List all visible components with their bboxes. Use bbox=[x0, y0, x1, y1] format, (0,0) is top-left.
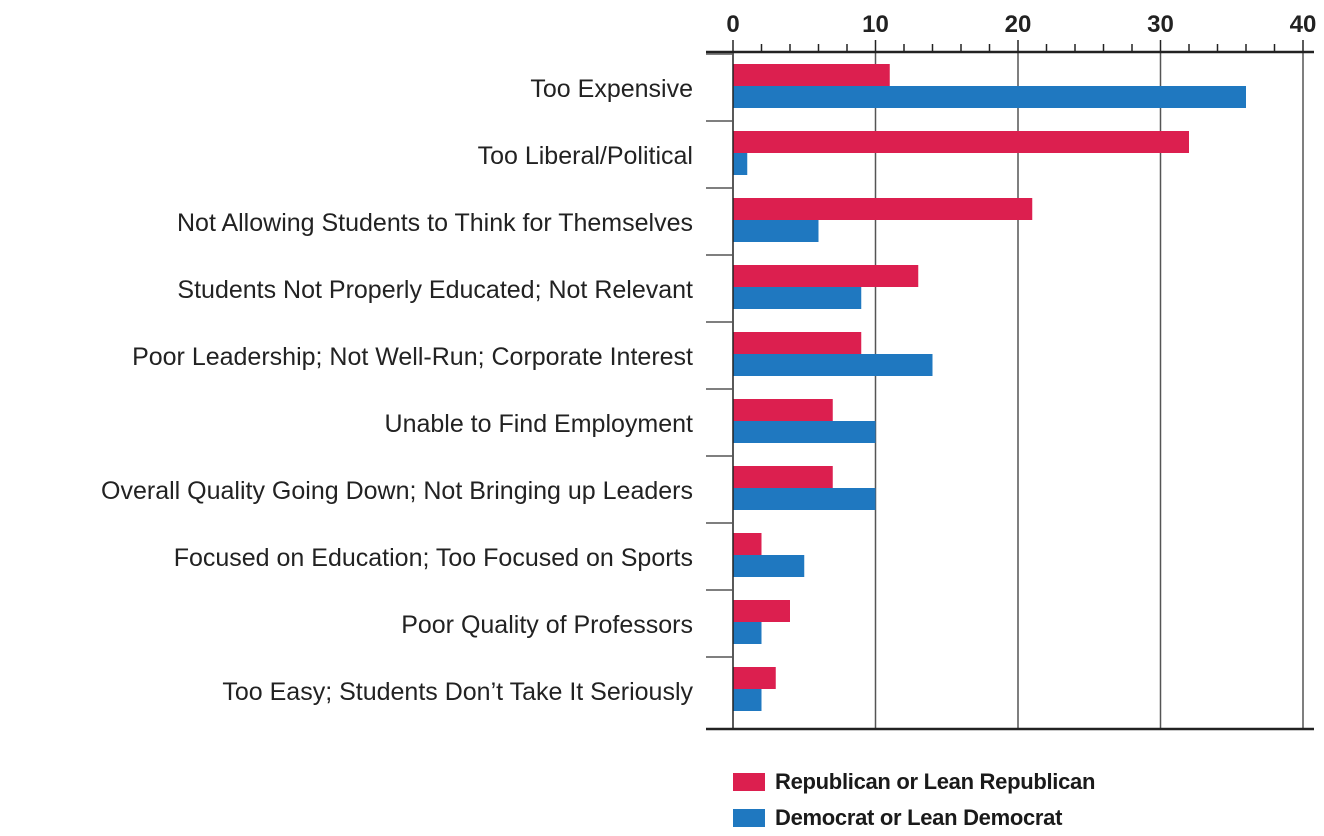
bar bbox=[733, 533, 762, 555]
category-labels: Too Expensive Too Liberal/Political Not Al… bbox=[101, 75, 693, 706]
category-label: Not Allowing Students to Think for Thems… bbox=[177, 209, 693, 237]
x-tick-label: 40 bbox=[1290, 11, 1317, 38]
bar bbox=[733, 354, 933, 376]
bar bbox=[733, 64, 890, 86]
category-label: Focused on Education; Too Focused on Spo… bbox=[174, 544, 693, 572]
legend-item-democrat: Democrat or Lean Democrat bbox=[733, 800, 1095, 836]
legend-label-democrat: Democrat or Lean Democrat bbox=[775, 805, 1063, 830]
bar bbox=[733, 131, 1189, 153]
legend-label-republican: Republican or Lean Republican bbox=[775, 769, 1096, 794]
gridlines bbox=[874, 52, 1304, 729]
bar bbox=[733, 555, 805, 577]
category-label: Too Liberal/Political bbox=[478, 142, 693, 170]
bar bbox=[733, 667, 776, 689]
bar bbox=[733, 622, 762, 644]
bar bbox=[733, 265, 919, 287]
bar bbox=[733, 332, 862, 354]
bar bbox=[733, 600, 790, 622]
category-label: Poor Leadership; Not Well-Run; Corporate… bbox=[132, 343, 693, 371]
legend-swatch-republican bbox=[733, 773, 765, 791]
bar bbox=[733, 287, 862, 309]
bar bbox=[733, 466, 833, 488]
bar bbox=[733, 689, 762, 711]
legend: Republican or Lean Republican Democrat o… bbox=[733, 764, 1095, 836]
axes: 0 10 20 30 40 bbox=[706, 11, 1317, 731]
bar bbox=[733, 421, 876, 443]
x-tick-label: 0 bbox=[726, 11, 739, 38]
category-label: Overall Quality Going Down; Not Bringing… bbox=[101, 477, 693, 505]
bar bbox=[733, 399, 833, 421]
bar bbox=[733, 220, 819, 242]
category-label: Poor Quality of Professors bbox=[401, 611, 693, 639]
bar bbox=[733, 153, 748, 175]
x-tick-label: 30 bbox=[1147, 11, 1174, 38]
category-label: Too Expensive bbox=[530, 75, 693, 103]
x-tick-label: 20 bbox=[1005, 11, 1032, 38]
legend-item-republican: Republican or Lean Republican bbox=[733, 764, 1095, 800]
legend-swatch-democrat bbox=[733, 809, 765, 827]
category-label: Unable to Find Employment bbox=[385, 410, 694, 438]
bar bbox=[733, 488, 876, 510]
x-tick-label: 10 bbox=[862, 11, 889, 38]
bars bbox=[733, 64, 1246, 711]
category-label: Too Easy; Students Don’t Take It Serious… bbox=[222, 678, 693, 706]
category-label: Students Not Properly Educated; Not Rele… bbox=[177, 276, 693, 304]
bar bbox=[733, 86, 1246, 108]
bar bbox=[733, 198, 1033, 220]
